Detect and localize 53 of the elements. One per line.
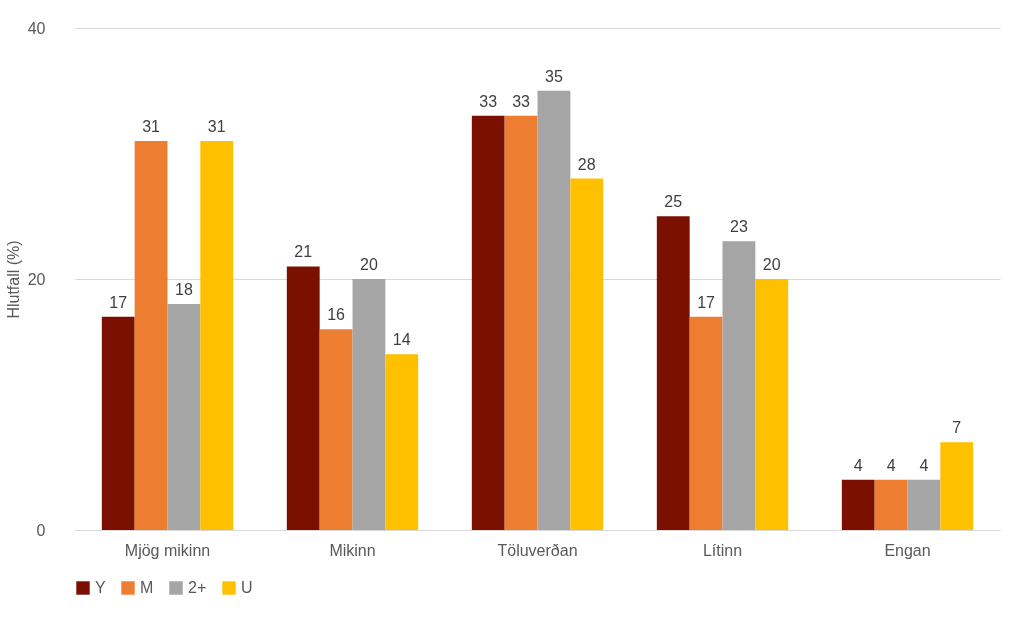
data-label: 20 [360,256,378,273]
legend-label: Y [95,579,106,596]
data-label: 28 [577,155,596,173]
x-tick-label: Mjög mikinn [124,541,211,559]
data-label: 31 [142,117,161,135]
bar [656,216,690,530]
bar [286,266,320,530]
data-label: 17 [697,293,716,311]
x-tick-label: Engan [884,541,931,559]
bar [689,316,723,530]
bar [907,479,941,530]
bar [504,115,538,530]
bar [101,316,135,530]
bar [471,115,505,530]
data-label: 23 [730,218,748,236]
y-tick-label: 0 [36,521,46,539]
x-tick-label: Mikinn [329,541,376,559]
bar [537,90,571,530]
legend-label: 2+ [188,579,207,596]
x-tick-label: Töluverðan [497,541,578,559]
bar [352,279,386,530]
bar [385,354,419,530]
data-label: 14 [392,331,411,349]
bar [841,479,875,530]
data-label: 33 [479,92,498,110]
data-label: 35 [545,67,563,85]
data-label: 18 [175,281,193,299]
data-label: 21 [294,243,313,261]
data-label: 33 [512,92,531,110]
data-label: 31 [207,117,226,135]
bar [200,140,234,530]
bar [722,241,756,530]
bar [874,479,908,530]
data-label: 4 [886,456,896,474]
bar [319,329,353,530]
legend-label: M [140,579,154,596]
bar [134,140,168,530]
x-tick-label: Lítinn [702,541,743,559]
y-axis-title: Hlutfall (%) [4,240,22,319]
y-tick-label: 20 [27,270,46,288]
data-label: 20 [762,256,781,273]
bar [167,304,201,530]
legend-label: U [241,579,253,596]
data-label: 17 [109,293,128,311]
data-label: 4 [853,456,863,474]
bar [755,279,789,530]
bar [570,178,604,530]
data-label: 16 [327,306,346,324]
data-label: 25 [664,193,683,211]
bar [940,442,974,530]
data-label: 7 [952,419,962,437]
data-label: 4 [919,456,929,474]
y-tick-label: 40 [27,19,46,37]
